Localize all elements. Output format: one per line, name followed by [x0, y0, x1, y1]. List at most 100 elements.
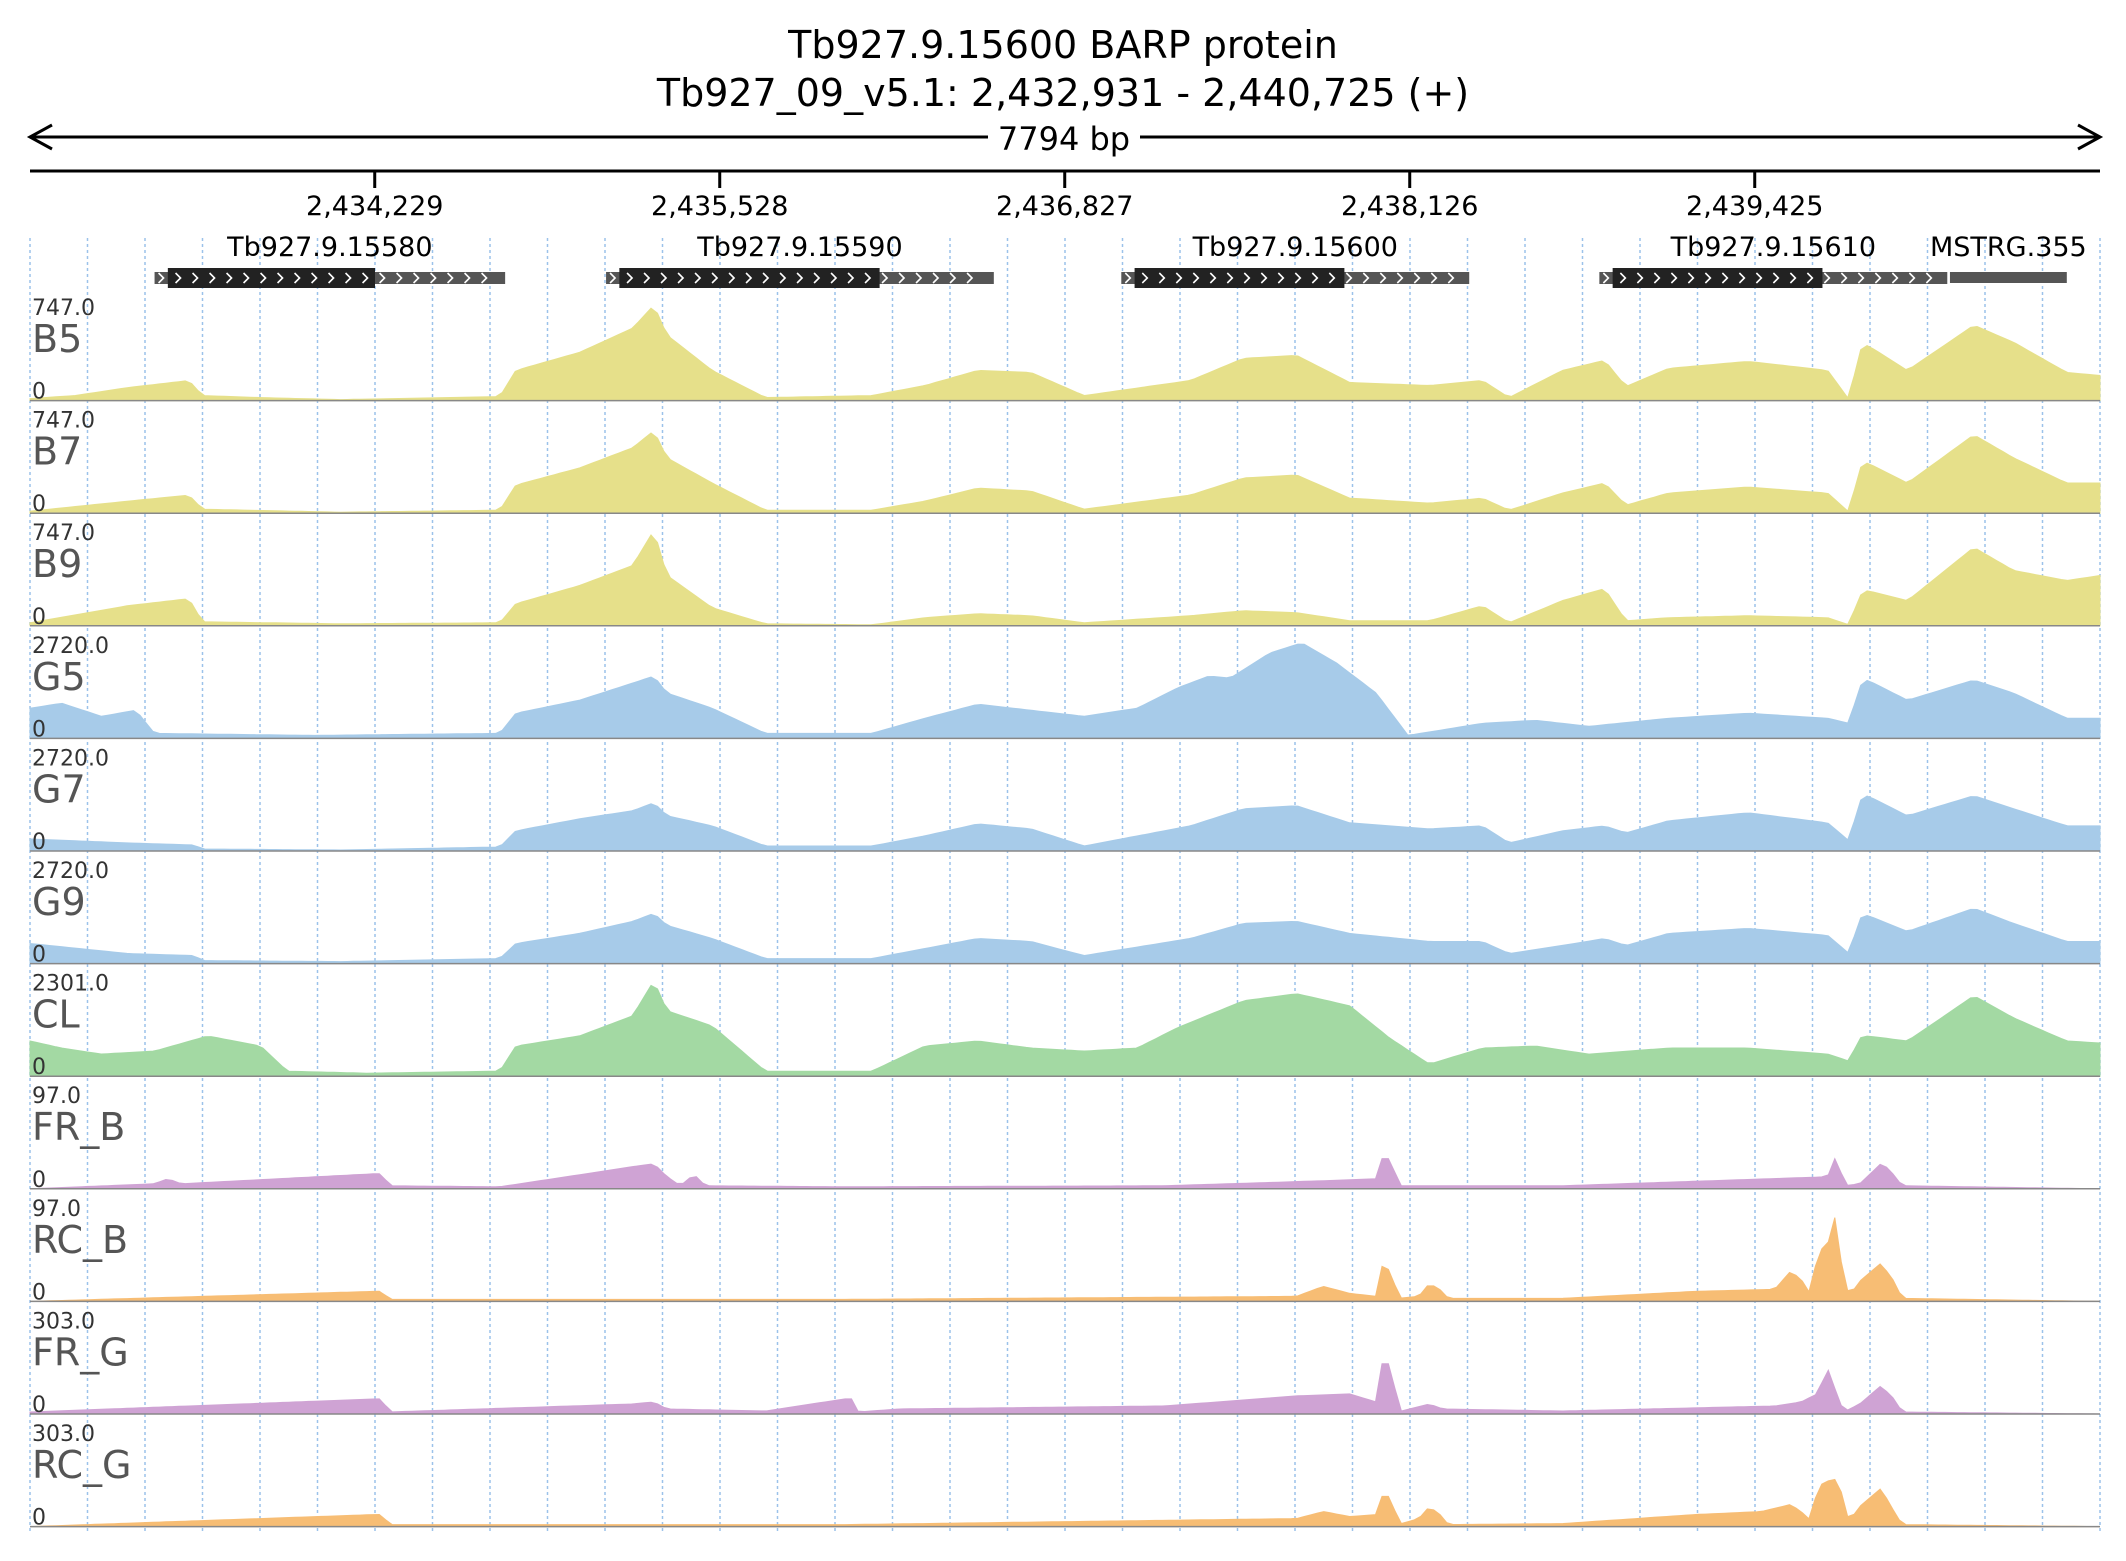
track-name: G5	[32, 655, 86, 699]
track-name: B5	[32, 317, 82, 361]
strand-arrow	[779, 272, 787, 284]
strand-arrow	[1362, 272, 1370, 284]
coverage-track: 2301.0CL 0	[29, 972, 2101, 1080]
strand-arrow	[643, 272, 651, 284]
strand-arrow	[915, 272, 923, 284]
axis-tick-label: 2,439,425	[1686, 191, 1823, 222]
track-name: CL	[32, 993, 80, 1037]
strand-arrow	[225, 272, 233, 284]
track-max-label: 2720.0	[32, 634, 109, 659]
track-min-label: 0	[32, 1506, 46, 1531]
strand-arrow	[1738, 272, 1746, 284]
strand-arrow	[1328, 272, 1336, 284]
strand-arrow	[1755, 272, 1763, 284]
coverage-track: 97.0FR_B 0	[29, 1084, 2101, 1193]
gene-label: Tb927.9.15610	[1670, 232, 1876, 263]
track-name: FR_G	[32, 1330, 129, 1374]
coverage-track: 2720.0G7 0	[29, 746, 2101, 855]
track-max-label: 2720.0	[32, 746, 109, 771]
coverage-track: 2720.0G5 0	[29, 634, 2101, 742]
track-name: G9	[32, 880, 86, 924]
coordinate-ticks: 2,434,229 2,435,528 2,436,827 2,438,126 2,43…	[306, 171, 1823, 222]
track-max-label: 747.0	[32, 521, 95, 546]
strand-arrow	[208, 272, 216, 284]
track-min-label: 0	[32, 830, 46, 855]
gene-label: MSTRG.355	[1930, 232, 2087, 263]
coverage-area	[29, 432, 2101, 514]
strand-arrow	[1243, 272, 1251, 284]
strand-arrow	[796, 272, 804, 284]
strand-arrow	[1294, 272, 1302, 284]
coverage-area	[29, 643, 2101, 739]
strand-arrow	[1857, 272, 1865, 284]
track-min-label: 0	[32, 1280, 46, 1305]
track-min-label: 0	[32, 605, 46, 630]
track-min-label: 0	[32, 1168, 46, 1193]
strand-arrow	[932, 272, 940, 284]
strand-arrow	[762, 272, 770, 284]
coverage-track: 97.0RC_B 0	[29, 1197, 2101, 1305]
strand-arrow	[378, 272, 386, 284]
coverage-tracks: 747.0B50747.0B70747.0B902720.0G502720.0G…	[29, 296, 2101, 1531]
strand-arrow	[446, 272, 454, 284]
strand-arrow	[276, 272, 284, 284]
strand-arrow	[864, 272, 872, 284]
strand-arrow	[626, 272, 634, 284]
strand-arrow	[949, 272, 957, 284]
strand-arrow	[1226, 272, 1234, 284]
locus-coordinates: Tb927_09_v5.1: 2,432,931 - 2,440,725 (+)	[656, 71, 1469, 115]
strand-arrow	[310, 272, 318, 284]
coverage-track: 303.0FR_G 0	[29, 1309, 2101, 1418]
coverage-track: 303.0RC_G 0	[29, 1422, 2101, 1531]
strand-arrow	[966, 272, 974, 284]
coverage-track: 747.0B7 0	[29, 409, 2101, 517]
strand-arrow	[1636, 272, 1644, 284]
gene-label: Tb927.9.15580	[226, 232, 432, 263]
track-min-label: 0	[32, 1055, 46, 1080]
coverage-area	[29, 908, 2101, 965]
span-ruler-left-arrowhead	[26, 123, 53, 151]
strand-arrow	[1379, 272, 1387, 284]
strand-arrow	[1141, 272, 1149, 284]
track-max-label: 747.0	[32, 409, 95, 434]
strand-arrow	[1311, 272, 1319, 284]
strand-arrow	[191, 272, 199, 284]
gene-annotation-track: Tb927.9.15580 Tb927.9.15590 Tb927.9.15600 T…	[154, 232, 2087, 288]
track-max-label: 97.0	[32, 1197, 81, 1222]
strand-arrow	[157, 272, 165, 284]
strand-arrow	[395, 272, 403, 284]
coverage-track: 747.0B5 0	[29, 296, 2101, 405]
coverage-track: 747.0B9 0	[29, 521, 2101, 630]
track-max-label: 303.0	[32, 1422, 95, 1447]
strand-arrow	[1430, 272, 1438, 284]
strand-arrow	[1602, 272, 1610, 284]
coverage-area	[29, 307, 2101, 402]
strand-arrow	[1806, 272, 1814, 284]
strand-arrow	[898, 272, 906, 284]
strand-arrow	[1908, 272, 1916, 284]
strand-arrow	[344, 272, 352, 284]
coverage-area	[29, 534, 2101, 627]
track-max-label: 303.0	[32, 1309, 95, 1334]
strand-arrow	[830, 272, 838, 284]
strand-arrow	[1721, 272, 1729, 284]
strand-arrow	[1396, 272, 1404, 284]
track-min-label: 0	[32, 943, 46, 968]
strand-arrow	[694, 272, 702, 284]
strand-arrow	[1277, 272, 1285, 284]
track-name: FR_B	[32, 1105, 125, 1149]
strand-arrow	[728, 272, 736, 284]
track-max-label: 747.0	[32, 296, 95, 321]
gene-cds	[1134, 268, 1345, 288]
track-max-label: 2720.0	[32, 859, 109, 884]
strand-arrow	[609, 272, 617, 284]
gene-cds	[619, 268, 880, 288]
strand-arrow	[1789, 272, 1797, 284]
track-name: RC_B	[32, 1218, 128, 1262]
strand-arrow	[293, 272, 301, 284]
strand-arrow	[677, 272, 685, 284]
strand-arrow	[1772, 272, 1780, 284]
strand-arrow	[1209, 272, 1217, 284]
gene-cds	[167, 268, 375, 288]
